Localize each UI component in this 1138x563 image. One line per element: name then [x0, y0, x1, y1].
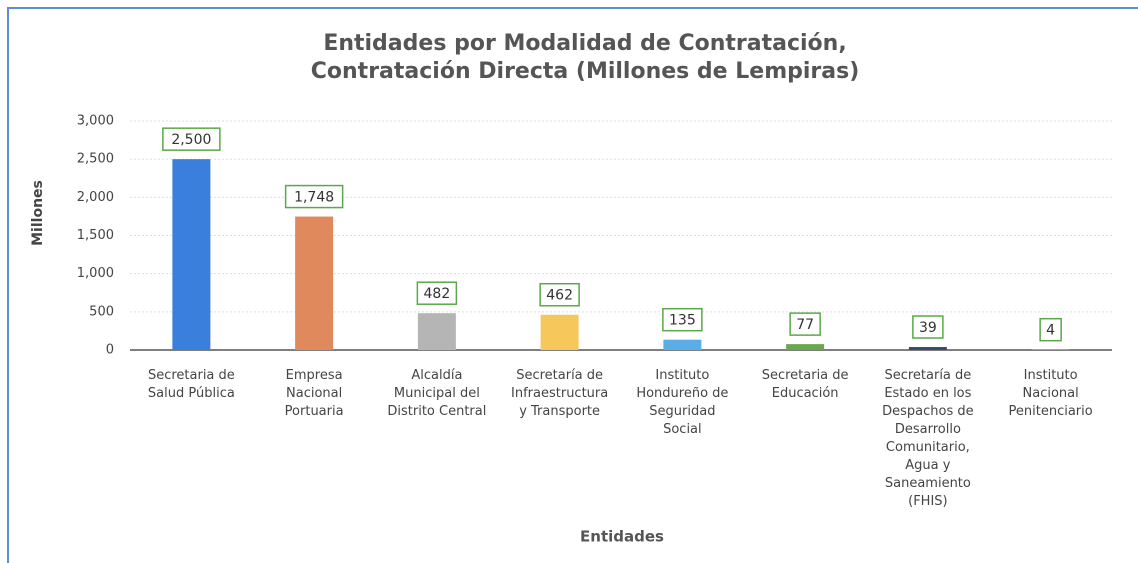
y-tick-label: 500 — [89, 304, 114, 319]
value-label-box — [662, 307, 703, 332]
value-label: 2,500 — [171, 132, 211, 148]
y-tick-label: 2,500 — [77, 152, 114, 167]
bar — [172, 159, 211, 350]
y-axis-label: Millones — [30, 180, 46, 246]
value-label: 462 — [546, 288, 573, 304]
value-label: 39 — [919, 320, 937, 336]
bar — [908, 347, 947, 350]
x-tick-label: Secretaria de Salud Pública — [148, 368, 235, 401]
x-tick-label: Secretaría de Infraestructura y Transporte — [511, 368, 608, 419]
bar — [663, 339, 702, 350]
y-tick-label: 0 — [106, 343, 114, 358]
bar — [295, 216, 334, 350]
x-tick-label: Instituto Hondureño de Seguridad Social — [636, 368, 728, 437]
y-tick-label: 2,000 — [77, 190, 114, 205]
value-label-box — [539, 282, 580, 307]
bar — [540, 314, 579, 350]
y-tick-label: 3,000 — [77, 114, 114, 129]
x-tick-label: Alcaldía Municipal del Distrito Central — [387, 368, 486, 419]
value-label: 77 — [796, 317, 814, 333]
value-label: 4 — [1046, 323, 1055, 339]
y-tick-label: 1,500 — [77, 228, 114, 243]
chart-title: Entidades por Modalidad de Contratación,… — [311, 31, 860, 84]
value-label-box — [789, 312, 821, 336]
bar — [786, 344, 825, 350]
value-label-box — [1039, 317, 1062, 342]
x-tick-label: Empresa Nacional Portuaria — [285, 368, 344, 419]
y-tick-label: 1,000 — [77, 266, 114, 281]
x-tick-label: Instituto Nacional Penitenciario — [1009, 368, 1093, 419]
x-tick-label: Secretaria de Educación — [762, 368, 849, 401]
x-tick-label: Secretaría de Estado en los Despachos de De… — [882, 368, 974, 509]
value-label-box — [912, 315, 944, 339]
x-axis-label: Entidades — [580, 528, 664, 546]
value-label-box — [162, 127, 221, 151]
value-label: 135 — [669, 313, 696, 329]
value-label: 1,748 — [294, 190, 334, 206]
value-label-box — [284, 184, 344, 209]
bar — [417, 313, 456, 350]
chart-frame — [7, 7, 1138, 563]
value-label-box — [416, 281, 458, 305]
value-label: 482 — [424, 286, 451, 302]
